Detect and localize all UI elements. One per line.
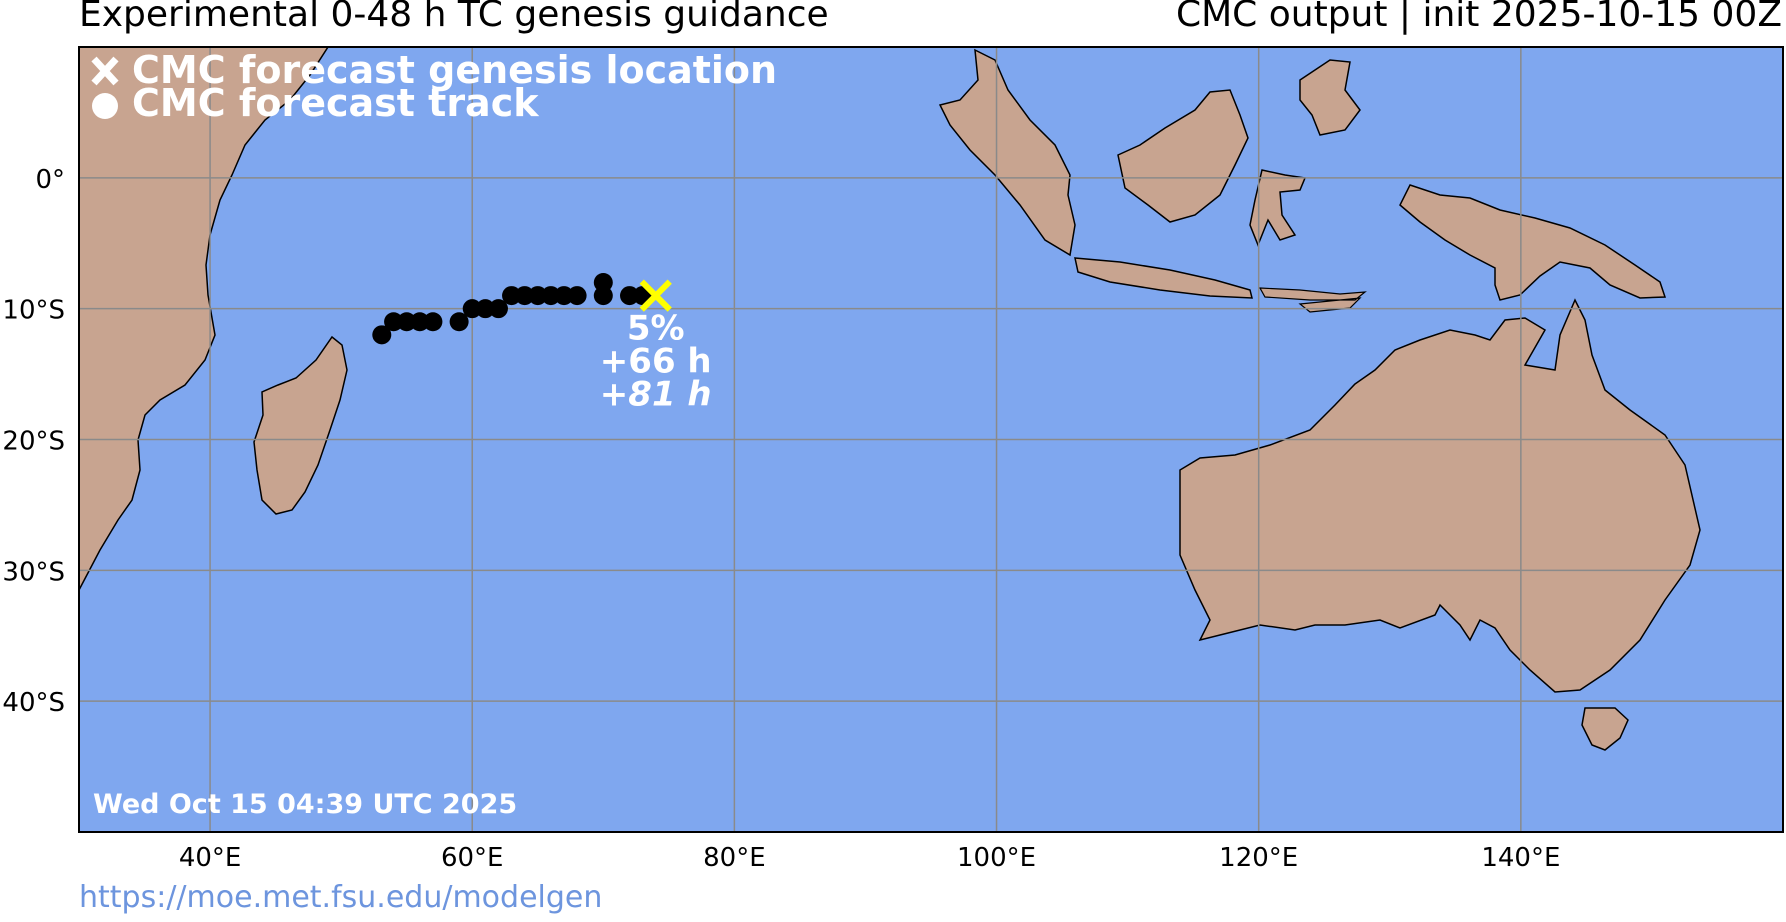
lon-tick-label: 80°E xyxy=(703,843,766,873)
forecast-track xyxy=(372,273,653,345)
land-philippines xyxy=(1299,59,1361,136)
track-point xyxy=(488,299,508,319)
genesis-lead-time: +66 h xyxy=(600,342,712,382)
map-frame xyxy=(78,46,1784,833)
lon-tick-label: 120°E xyxy=(1219,843,1298,873)
lat-tick-label: 0° xyxy=(35,165,65,195)
track-point xyxy=(528,286,548,306)
legend-genesis-label: CMC forecast genesis location xyxy=(132,48,777,92)
lat-tick-label: 20°S xyxy=(2,427,65,457)
track-point xyxy=(554,286,574,306)
legend-track-label: CMC forecast track xyxy=(132,81,539,125)
track-point xyxy=(567,286,587,306)
track-point xyxy=(423,312,443,332)
track-point xyxy=(384,312,404,332)
track-point xyxy=(462,299,482,319)
track-point xyxy=(541,286,561,306)
land-new-guinea xyxy=(1399,184,1667,301)
source-url-link[interactable]: https://moe.met.fsu.edu/modelgen xyxy=(79,880,603,915)
map-legend: CMC forecast genesis location CMC foreca… xyxy=(91,48,777,125)
track-point xyxy=(372,325,392,345)
genesis-x-stroke xyxy=(639,279,672,312)
track-point xyxy=(449,312,469,332)
genesis-lead-time-alt: +81 h xyxy=(600,375,712,415)
lon-tick-label: 40°E xyxy=(179,843,242,873)
genesis-probability: 5% xyxy=(627,309,685,349)
legend-track-icon xyxy=(92,93,118,119)
legend-genesis-icon xyxy=(91,56,119,86)
lon-tick-label: 140°E xyxy=(1481,843,1560,873)
land-borneo xyxy=(1117,89,1249,223)
track-point xyxy=(515,286,535,306)
lat-labels: 0° 10°S 20°S 30°S 40°S xyxy=(2,165,65,718)
track-point xyxy=(475,299,495,319)
track-point xyxy=(620,286,640,306)
track-point xyxy=(593,286,613,306)
map-title: Experimental 0-48 h TC genesis guidance xyxy=(79,0,829,35)
run-info: CMC output | init 2025-10-15 00Z xyxy=(1175,0,1782,35)
land-tasmania xyxy=(1581,707,1629,751)
lat-tick-label: 40°S xyxy=(2,688,65,718)
land-java xyxy=(1074,257,1253,299)
run-timestamp: Wed Oct 15 04:39 UTC 2025 xyxy=(93,789,517,820)
lat-tick-label: 10°S xyxy=(2,296,65,326)
landmasses xyxy=(79,47,1701,751)
land-sumatra xyxy=(938,48,1076,257)
lon-tick-label: 60°E xyxy=(441,843,504,873)
track-point xyxy=(410,312,430,332)
genesis-marker xyxy=(639,279,672,312)
land-lesser-sunda xyxy=(1258,287,1367,313)
track-point xyxy=(502,286,522,306)
land-africa xyxy=(79,47,329,591)
land-australia xyxy=(1179,298,1701,693)
track-point xyxy=(397,312,417,332)
lon-tick-label: 100°E xyxy=(957,843,1036,873)
gridlines xyxy=(79,47,1783,832)
lat-tick-label: 30°S xyxy=(2,557,65,587)
lon-labels: 40°E 60°E 80°E 100°E 120°E 140°E xyxy=(179,843,1561,873)
land-madagascar xyxy=(253,335,348,515)
track-point xyxy=(593,273,613,292)
